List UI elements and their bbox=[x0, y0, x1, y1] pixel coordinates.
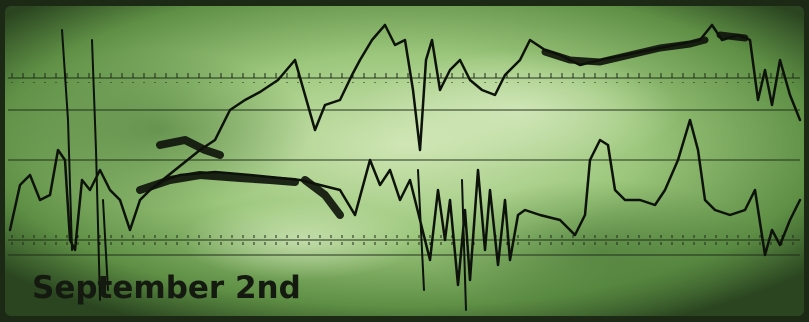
spike-trace bbox=[61, 29, 467, 311]
tick-ruler bbox=[8, 235, 800, 245]
stain bbox=[430, 180, 770, 320]
upper-trace-band bbox=[541, 31, 749, 66]
lower-trace-band bbox=[136, 136, 344, 219]
caption: September 2nd bbox=[32, 270, 301, 306]
stain bbox=[10, 50, 310, 210]
tick-ruler bbox=[8, 73, 800, 83]
lower-trace bbox=[8, 118, 802, 287]
